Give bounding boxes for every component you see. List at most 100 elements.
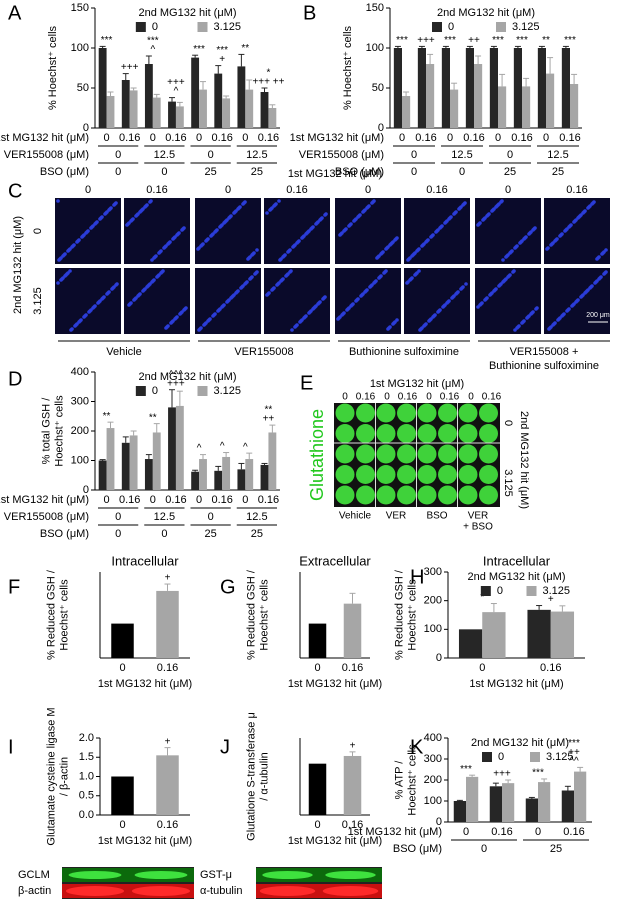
nucleus [204,321,208,325]
x-tick-label: 0.16 [211,132,232,144]
nucleus [148,282,152,286]
bar [175,405,184,490]
nucleus [286,272,290,276]
nucleus [288,248,292,252]
x-tick-label: 0.16 [511,132,532,144]
well [438,485,457,505]
bar [144,64,153,128]
nucleus [588,204,592,208]
x-row-value: 25 [205,528,217,540]
x-tick-label: 0.16 [258,132,279,144]
error-bar [269,104,276,108]
panel-letter: C [8,180,22,202]
x-axis-label: 1st MG132 hit (μM) [469,678,563,690]
bar [474,64,483,128]
micrograph [544,198,610,264]
x-row-value: 0 [411,149,417,161]
error-bar [223,452,230,457]
x-row-value: 12.5 [451,149,472,161]
significance-mark: ^ [243,442,248,453]
x-row-label: VER155008 (μM) [4,149,89,161]
nucleus [386,245,390,249]
y-axis-label: % ATP / [393,760,405,800]
nucleus [79,318,83,322]
well [479,424,498,443]
nucleus [459,205,463,209]
nucleus [597,255,601,259]
significance-mark: +++ [493,769,511,780]
bar [191,57,200,128]
nucleus [159,249,163,253]
significance-mark: ^ [174,86,179,97]
bar [489,48,498,128]
y-tick-label: 0 [436,652,442,664]
error-bar [153,93,160,98]
well [376,485,396,505]
bar [156,755,179,815]
bar [537,48,546,128]
nucleus [522,319,526,323]
band [65,886,125,896]
x-row-value: 0 [459,166,465,178]
error-bar [246,79,253,90]
x-tick-label: 0 [479,662,485,674]
x-row-value: 0 [161,528,167,540]
nucleus [553,321,557,325]
significance-mark: ++ [263,414,275,425]
significance-mark: *** [564,35,576,46]
bar [260,464,269,490]
well [397,424,416,443]
significance-mark: +++ [417,35,435,46]
y-tick-label: 100 [71,454,89,466]
nucleus [320,216,324,220]
x-tick-label: 0 [447,132,453,144]
bar [152,97,161,128]
column-label: 0 [384,392,390,403]
nucleus [289,269,293,273]
nucleus [438,308,442,312]
y-tick-label: 50 [372,82,384,94]
error-bar [523,77,530,87]
y-axis-label: % Reduced GSH / [245,569,257,660]
bar [129,90,138,128]
nucleus [424,322,428,326]
y-axis-label: / β-actin [58,757,70,796]
column-label: 0.16 [426,184,447,196]
significance-mark: + [350,741,356,752]
nucleus [358,213,362,217]
column-label: 0 [225,184,231,196]
bar [214,73,223,128]
y-axis-label: Hoechst⁺ cells [258,579,270,651]
x-row-value: 12.5 [154,149,175,161]
y-tick-label: 50 [77,82,89,94]
well [458,444,478,464]
error-bar [145,454,152,460]
legend-label: 3.125 [546,751,574,763]
nucleus [586,288,590,292]
nucleus [558,316,562,320]
significance-mark: ^ [150,45,155,56]
nucleus [290,328,294,332]
nucleus [112,285,116,289]
nucleus [115,282,119,286]
nucleus [141,207,145,211]
nucleus [531,310,535,314]
x-row-value: 0 [208,149,214,161]
nucleus [365,288,369,292]
error-bar [145,55,152,64]
nucleus [410,276,414,280]
bar [199,89,207,128]
y-axis-label: Hoechst⁺ cells [406,579,418,651]
bar [482,612,506,658]
nucleus [252,251,256,255]
column-label: 0 [85,184,91,196]
nucleus [61,276,65,280]
significance-mark: ^^^ [169,369,183,380]
y-axis-label: Glutamate cysteine ligase M [45,707,57,845]
nucleus [182,226,186,230]
error-bar [492,782,499,787]
nucleus [245,280,249,284]
nucleus [436,228,440,232]
well [335,465,355,484]
x-tick-label: 0.16 [415,132,436,144]
